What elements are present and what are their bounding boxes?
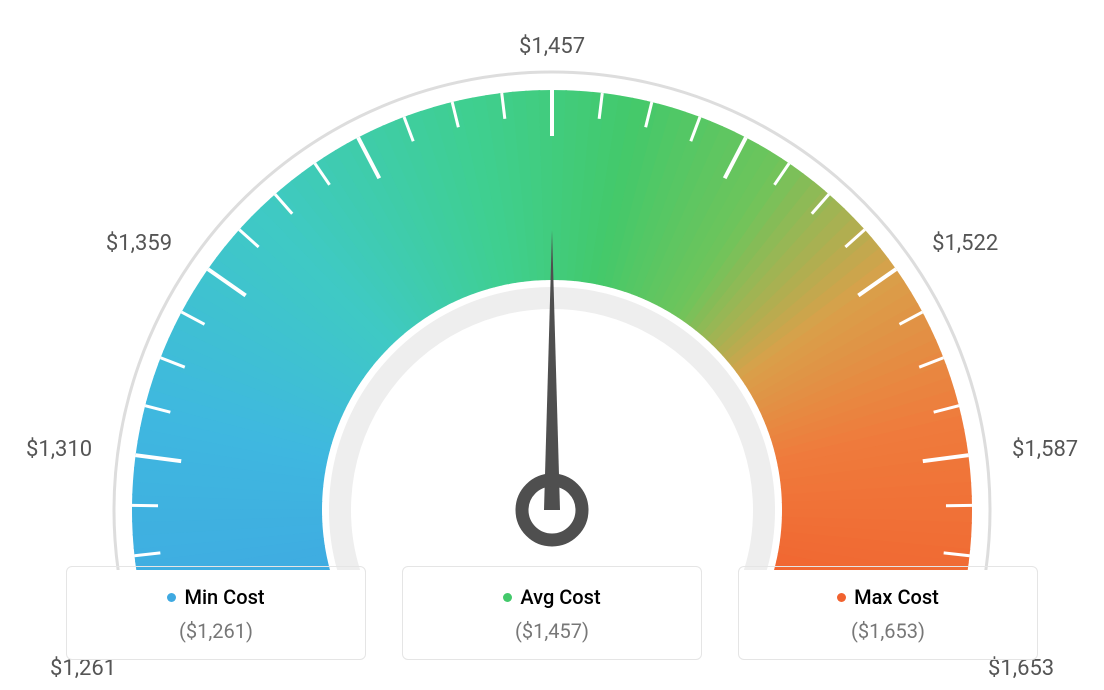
legend-card-max: Max Cost ($1,653) [738, 566, 1038, 660]
legend-row: Min Cost ($1,261) Avg Cost ($1,457) Max … [0, 566, 1104, 660]
dot-icon [167, 593, 176, 602]
legend-title-max: Max Cost [837, 585, 939, 609]
dot-icon [837, 593, 846, 602]
legend-card-min: Min Cost ($1,261) [66, 566, 366, 660]
gauge-chart: $1,261$1,310$1,359$1,457$1,522$1,587$1,6… [0, 0, 1104, 560]
gauge-tick-label: $1,587 [1012, 437, 1078, 462]
legend-title-min: Min Cost [167, 585, 264, 609]
legend-title-text: Max Cost [854, 585, 939, 609]
gauge-svg [52, 30, 1052, 570]
legend-value-max: ($1,653) [749, 619, 1027, 643]
legend-value-avg: ($1,457) [413, 619, 691, 643]
gauge-tick-label: $1,359 [106, 231, 172, 256]
gauge-tick-label: $1,310 [26, 437, 92, 462]
gauge-tick-label: $1,522 [932, 231, 998, 256]
legend-title-text: Min Cost [184, 585, 264, 609]
legend-card-avg: Avg Cost ($1,457) [402, 566, 702, 660]
gauge-tick-label: $1,457 [519, 34, 585, 59]
legend-title-text: Avg Cost [520, 585, 600, 609]
dot-icon [503, 593, 512, 602]
legend-title-avg: Avg Cost [503, 585, 600, 609]
legend-value-min: ($1,261) [77, 619, 355, 643]
